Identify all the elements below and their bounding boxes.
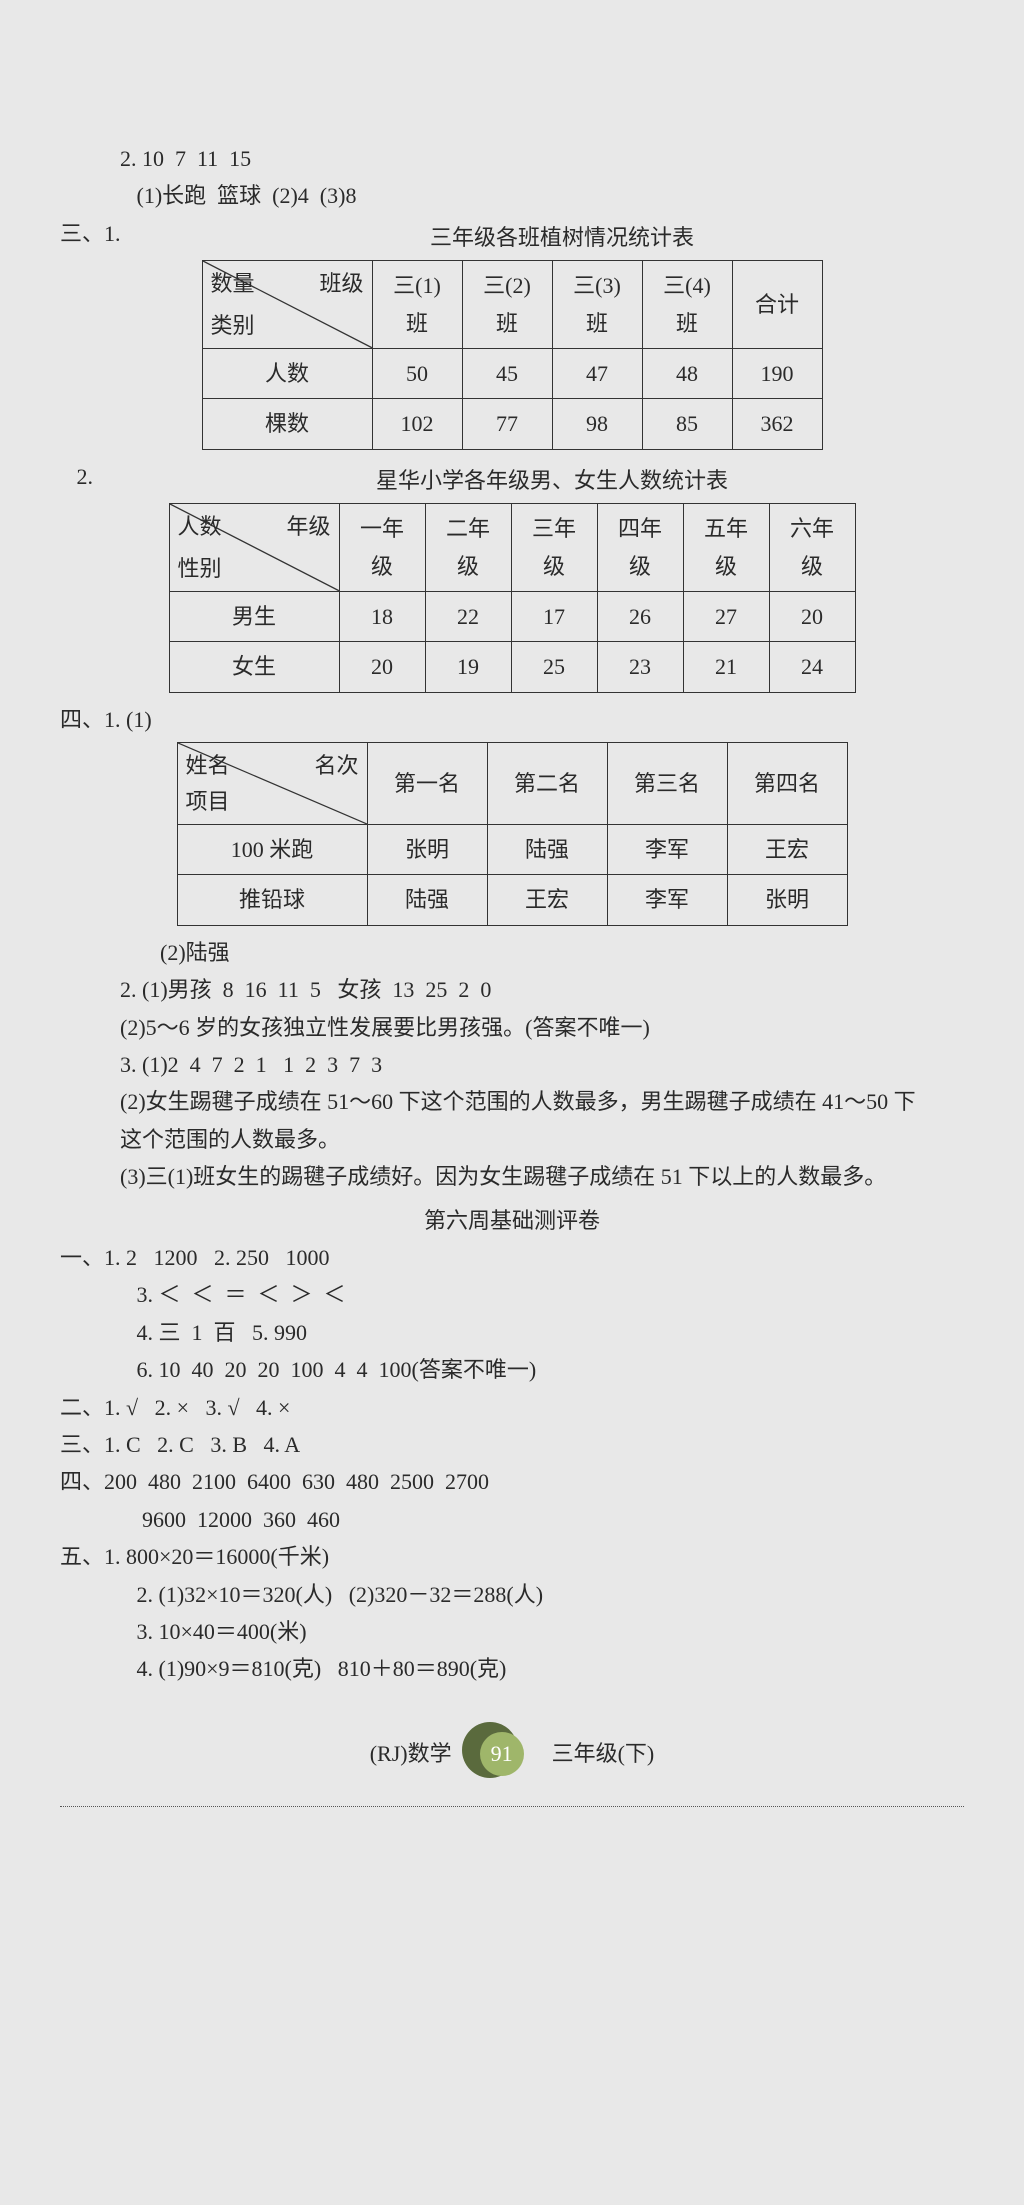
label-san-2: 2. xyxy=(60,458,140,499)
page-footer: (RJ)数学 91 三年级(下) xyxy=(60,1732,964,1807)
table2: 年级性别 人数 一年级二年级三年级四年级五年级六年级男生182217262720… xyxy=(169,503,856,693)
table1-title: 三年级各班植树情况统计表 xyxy=(160,219,964,256)
si-q3-1: 3. (1)2 4 7 2 1 1 2 3 7 3 xyxy=(60,1046,964,1083)
w6-san: 三、1. C 2. C 3. B 4. A xyxy=(60,1426,964,1463)
w6-yi-6: 6. 10 40 20 20 100 4 4 100(答案不唯一) xyxy=(60,1351,964,1388)
week6-title: 第六周基础测评卷 xyxy=(60,1202,964,1239)
line-q2: 2. 10 7 11 15 xyxy=(60,140,964,177)
w6-si-2: 9600 12000 360 460 xyxy=(60,1501,964,1538)
footer-right: 三年级(下) xyxy=(552,1735,655,1772)
table3: 名次项目 姓名 第一名第二名第三名第四名100 米跑张明陆强李军王宏推铅球陆强王… xyxy=(177,742,848,926)
label-si-1: 四、1. (1) xyxy=(60,701,964,738)
table2-title: 星华小学各年级男、女生人数统计表 xyxy=(140,462,964,499)
w6-wu-2: 2. (1)32×10＝320(人) (2)320－32＝288(人) xyxy=(60,1576,964,1613)
si-2-lu: (2)陆强 xyxy=(60,934,964,971)
w6-yi-3: 3. ＜ ＜ ＝ ＜ ＞ ＜ xyxy=(60,1276,964,1313)
label-san-1: 三、1. xyxy=(60,215,160,256)
w6-wu-1: 五、1. 800×20＝16000(千米) xyxy=(60,1538,964,1575)
table1: 班级类别 数量 三(1)班三(2)班三(3)班三(4)班合计人数50454748… xyxy=(202,260,823,450)
w6-wu-4: 4. (1)90×9＝810(克) 810＋80＝890(克) xyxy=(60,1650,964,1687)
w6-yi-4: 4. 三 1 百 5. 990 xyxy=(60,1314,964,1351)
si-q2-1: 2. (1)男孩 8 16 11 5 女孩 13 25 2 0 xyxy=(60,971,964,1008)
w6-er: 二、1. √ 2. × 3. √ 4. × xyxy=(60,1389,964,1426)
si-q3-2: (2)女生踢毽子成绩在 51～60 下这个范围的人数最多，男生踢毽子成绩在 41… xyxy=(60,1083,964,1158)
si-q3-3: (3)三(1)班女生的踢毽子成绩好。因为女生踢毽子成绩在 51 下以上的人数最多… xyxy=(60,1158,964,1195)
line-q2-sub: (1)长跑 篮球 (2)4 (3)8 xyxy=(60,177,964,214)
w6-si-1: 四、200 480 2100 6400 630 480 2500 2700 xyxy=(60,1463,964,1500)
page-number-badge: 91 xyxy=(480,1732,524,1776)
si-q2-2: (2)5～6 岁的女孩独立性发展要比男孩强。(答案不唯一) xyxy=(60,1009,964,1046)
footer-left: (RJ)数学 xyxy=(370,1735,452,1772)
w6-yi-1: 一、1. 2 1200 2. 250 1000 xyxy=(60,1239,964,1276)
w6-wu-3: 3. 10×40＝400(米) xyxy=(60,1613,964,1650)
